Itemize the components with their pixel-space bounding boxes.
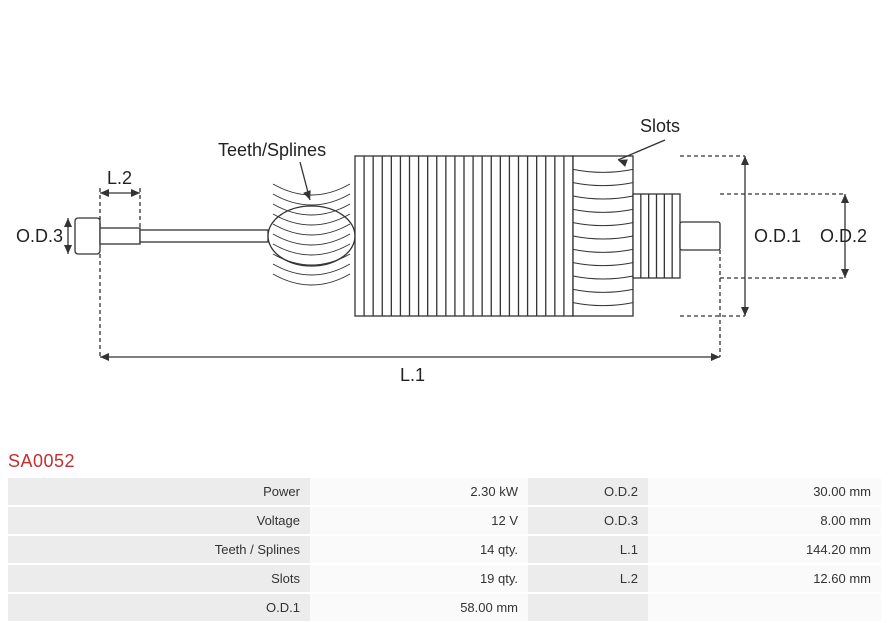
armature-diagram: Teeth/Splines Slots L.2 O.D.3 O.D.1 O.D.… (0, 0, 889, 440)
spec-label: Power (8, 478, 310, 505)
table-row: Voltage 12 V O.D.3 8.00 mm (8, 507, 881, 534)
spec-value: 30.00 mm (648, 478, 881, 505)
part-number: SA0052 (8, 451, 75, 472)
label-od2: O.D.2 (820, 226, 867, 247)
label-od1: O.D.1 (754, 226, 801, 247)
label-teeth-splines: Teeth/Splines (218, 140, 326, 161)
table-row: Power 2.30 kW O.D.2 30.00 mm (8, 478, 881, 505)
label-l1: L.1 (400, 365, 425, 386)
spec-value: 2.30 kW (310, 478, 528, 505)
table-row: Slots 19 qty. L.2 12.60 mm (8, 565, 881, 592)
label-l2: L.2 (107, 168, 132, 189)
table-row: O.D.1 58.00 mm (8, 594, 881, 621)
spec-table: Power 2.30 kW O.D.2 30.00 mm Voltage 12 … (8, 476, 881, 623)
spec-label: O.D.2 (528, 478, 648, 505)
table-row: Teeth / Splines 14 qty. L.1 144.20 mm (8, 536, 881, 563)
label-slots: Slots (640, 116, 680, 137)
label-od3: O.D.3 (16, 226, 63, 247)
